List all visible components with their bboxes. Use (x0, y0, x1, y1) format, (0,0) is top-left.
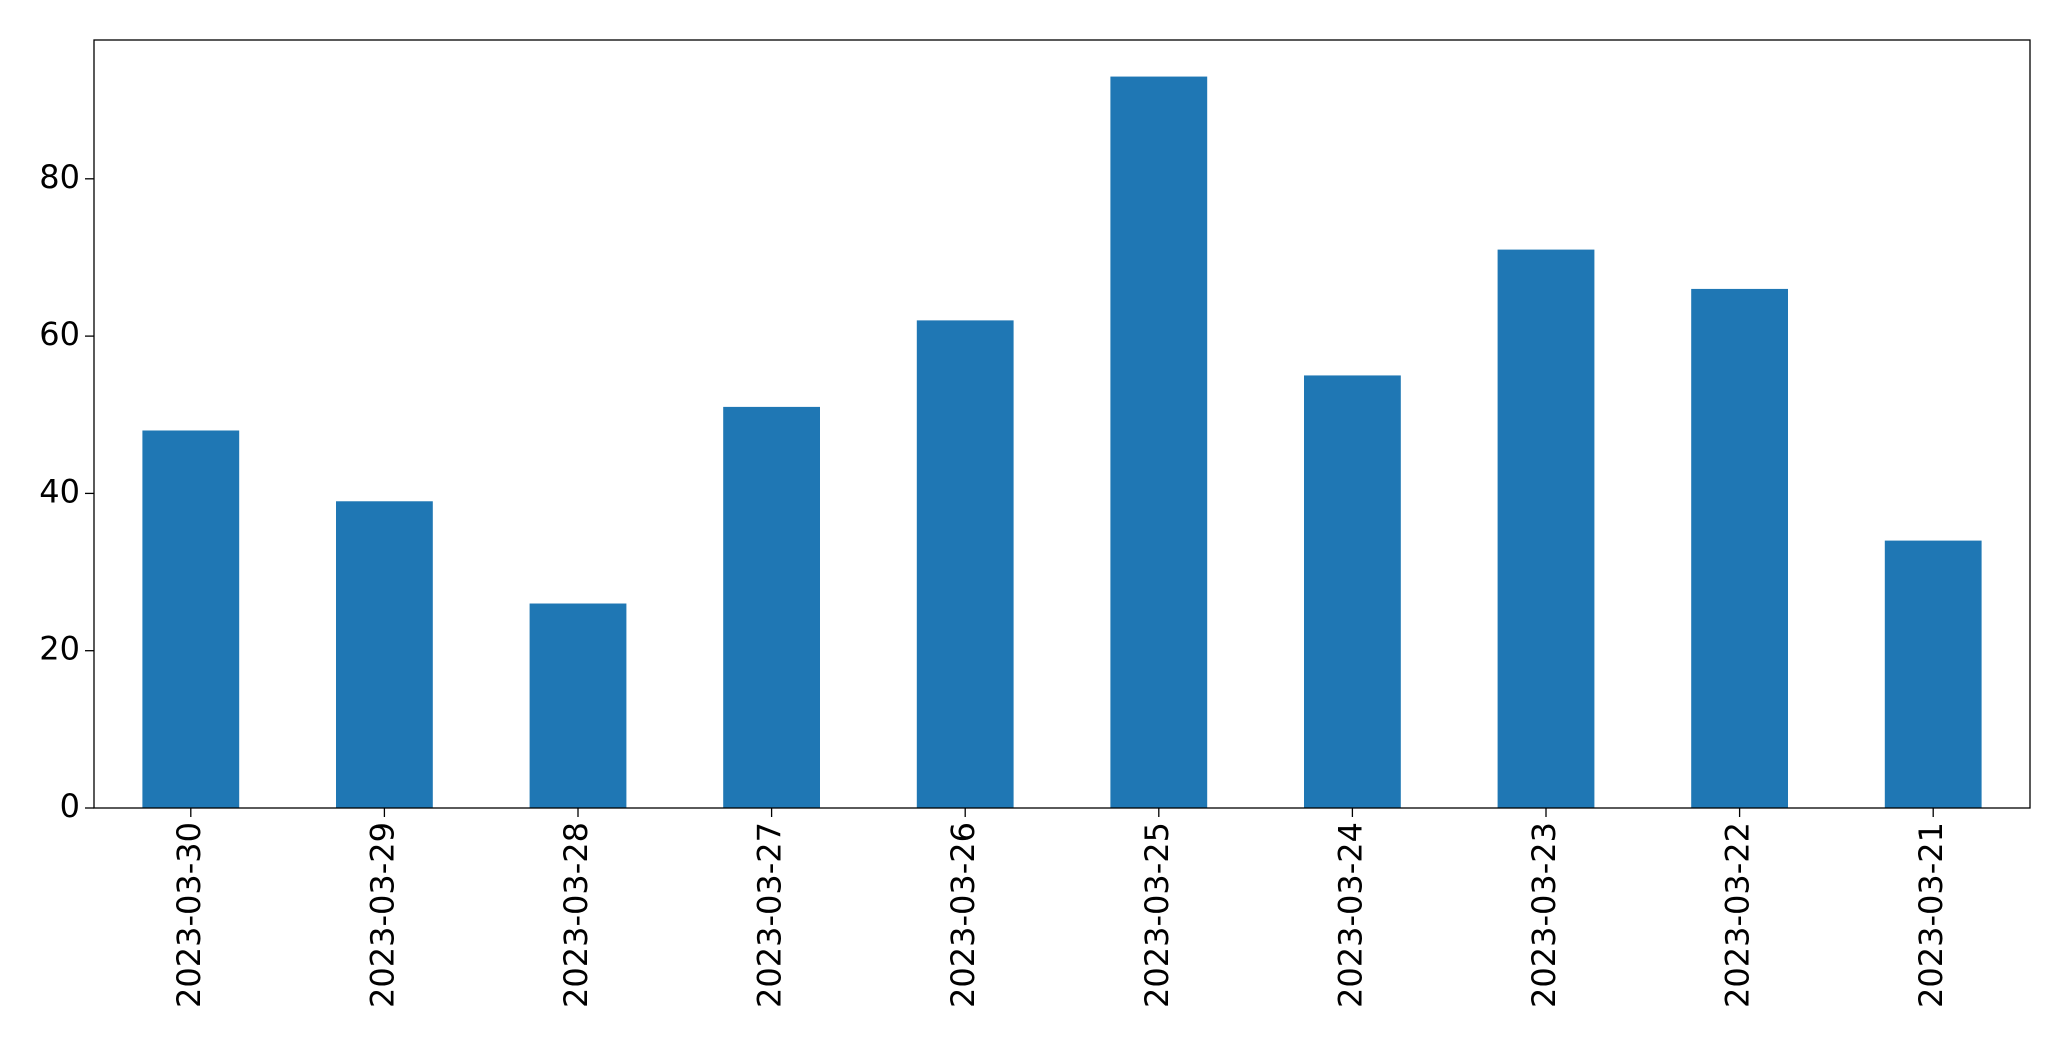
x-tick-label: 2023-03-30 (170, 822, 208, 1008)
bar (1497, 249, 1595, 809)
bar (1691, 288, 1788, 809)
x-tick-label: 2023-03-21 (1912, 822, 1950, 1008)
bar (142, 430, 240, 808)
x-tick-label: 2023-03-26 (944, 822, 982, 1008)
x-tick-label: 2023-03-28 (557, 822, 595, 1008)
y-tick-label: 40 (39, 472, 80, 510)
x-tick-label: 2023-03-23 (1525, 822, 1563, 1008)
bar (916, 320, 1014, 808)
bar (336, 501, 433, 808)
x-tick-label: 2023-03-27 (751, 822, 789, 1008)
y-tick-label: 60 (39, 315, 80, 353)
bar (1110, 76, 1208, 809)
y-tick-label: 0 (60, 787, 80, 825)
y-tick-label: 80 (39, 158, 80, 196)
y-tick-label: 20 (39, 630, 80, 668)
x-tick-label: 2023-03-25 (1138, 822, 1176, 1008)
axes-frame (93, 39, 2031, 809)
x-tick-label: 2023-03-29 (363, 822, 401, 1008)
bar (1884, 540, 1982, 808)
x-tick-label: 2023-03-22 (1719, 822, 1757, 1008)
bar (723, 406, 820, 808)
bar (529, 603, 627, 808)
x-tick-label: 2023-03-24 (1331, 822, 1369, 1008)
bar (1304, 375, 1401, 808)
